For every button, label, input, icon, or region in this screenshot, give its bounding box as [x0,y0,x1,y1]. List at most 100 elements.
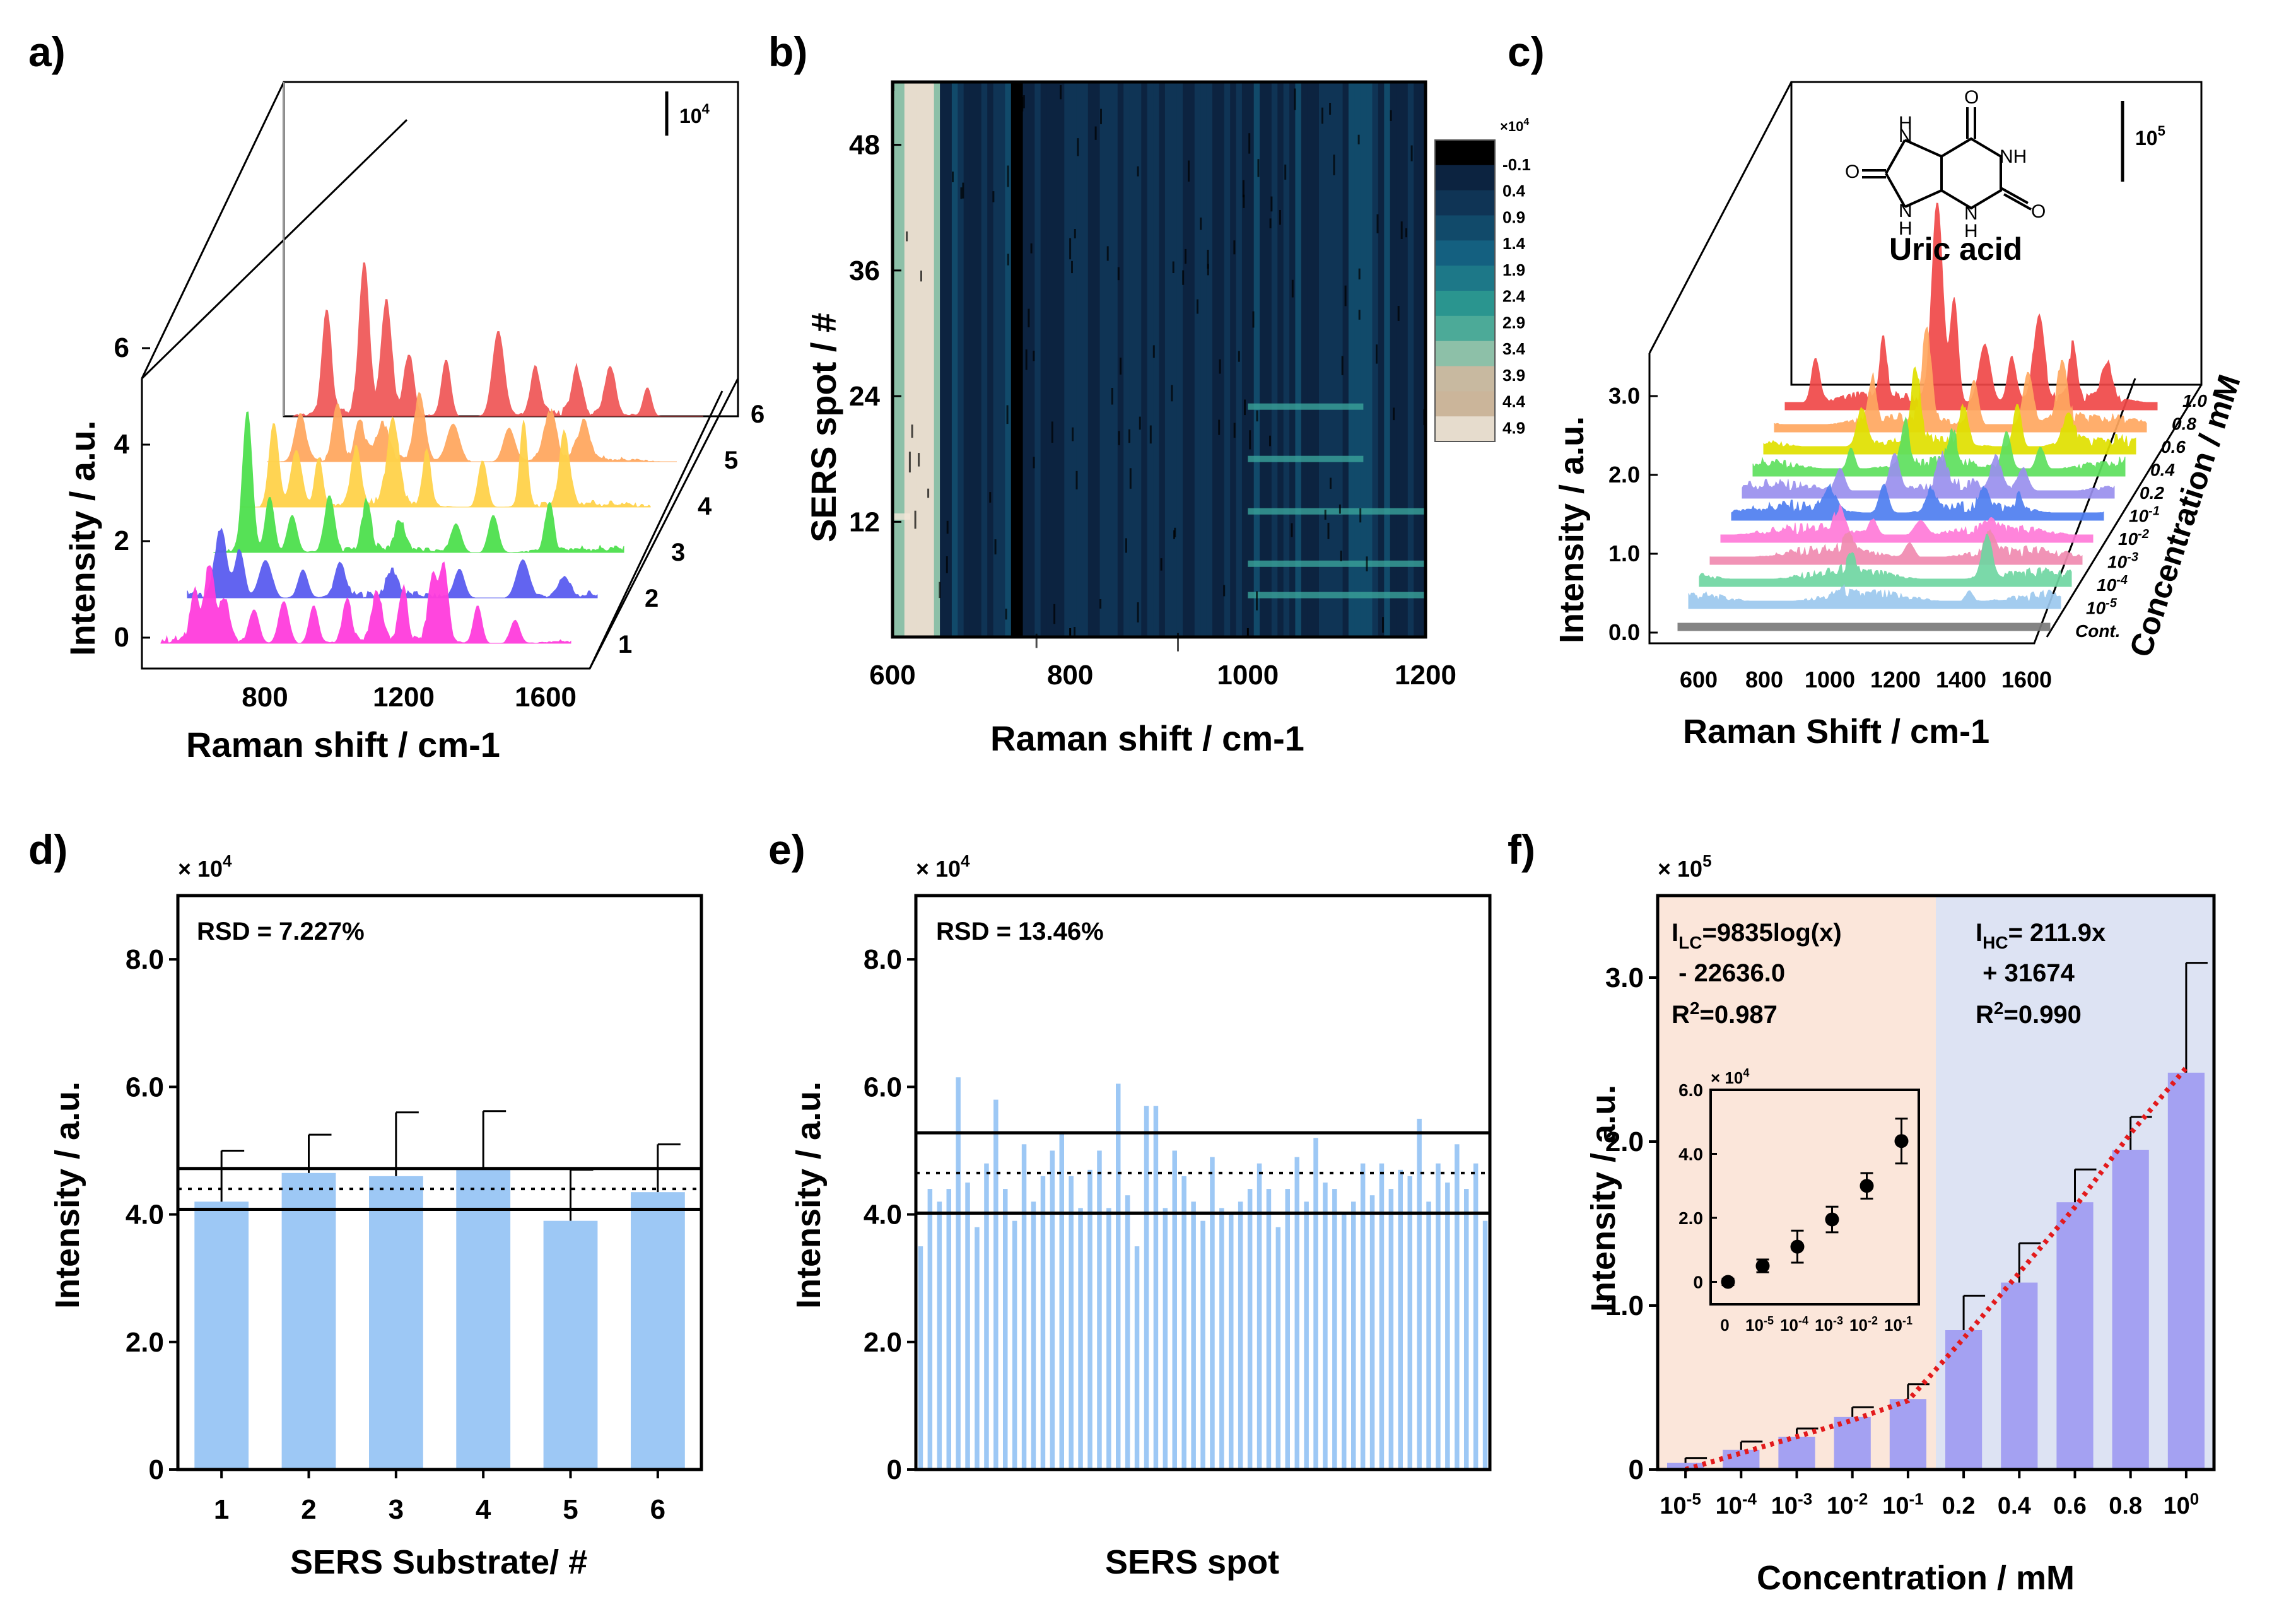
axis-c-backwall [1790,81,2203,386]
heat-speck [1071,260,1073,274]
bar-4 [956,1077,961,1470]
bar-21 [1116,1084,1121,1470]
heat-column [993,82,1000,637]
c-ztick-1.0: 1.0 [2182,391,2207,411]
heat-speck [1219,359,1221,374]
panel-c-x-ticks: 600 800 1000 1200 1400 1600 [1680,667,2052,692]
colorbar-swatch [1435,341,1495,366]
heat-speck [1397,306,1400,321]
heat-speck [1243,194,1245,208]
axis-c-frame [1648,353,2136,645]
heat-column [999,82,1006,637]
b-xtick-1000: 1000 [1217,660,1279,691]
heat-column [1265,82,1272,637]
heat-column [1176,82,1183,637]
bar-38 [1275,1227,1281,1470]
bar-57 [1455,1144,1460,1470]
ytick-0: 0 [149,1454,164,1485]
heat-speck [1279,210,1281,225]
spectrum-a-6 [292,262,703,417]
heat-speck [994,539,997,555]
a-ztick-5: 5 [724,447,738,474]
heat-column [1271,82,1279,637]
heat-speck [946,520,949,534]
bar-58 [1464,1189,1469,1470]
panel-a-x-ticks: 800 1200 1600 [242,682,577,713]
panel-f-ylabel: Intensity / a.u. [1584,1085,1622,1312]
bar-12 [1031,1201,1036,1470]
heat-speck [1358,268,1361,280]
b-ytick-12: 12 [849,506,880,537]
panel-f-xlabel: Concentration / mM [1757,1559,2075,1597]
heat-column [1141,82,1148,637]
inset-point-0 [1721,1275,1735,1289]
bar-56 [1445,1183,1450,1470]
heat-streak [1248,560,1426,567]
ytick-2.0: 2.0 [864,1327,902,1358]
heat-column [1135,82,1142,637]
bar-23 [1134,1246,1140,1470]
f-plot-frame [1656,894,2216,1471]
heat-speck [1218,419,1221,435]
panel-c-ylabel: Intensity / a.u. [1553,416,1591,643]
lc-eq-i: I [1672,919,1678,947]
heat-streak [893,513,911,520]
heat-column [1366,82,1373,637]
heat-speck [946,556,948,573]
heat-speck [1284,164,1287,180]
f-bar-2 [1778,1437,1815,1470]
heat-column [1106,82,1113,637]
heat-speck [1128,429,1130,443]
f-ytick-2.0: 2.0 [1605,1126,1644,1157]
heat-streak [1248,403,1364,410]
heat-speck [1099,599,1102,609]
heat-column [934,82,940,637]
heat-column [1111,82,1118,637]
bar-29 [1191,1201,1196,1470]
lc-r2-sup: 2 [1690,998,1700,1018]
heat-speck [1197,299,1198,314]
heat-speck [1270,196,1273,212]
heat-speck [920,271,922,282]
bar-1 [281,1172,336,1470]
bar-37 [1266,1189,1272,1470]
panel-b-y-ticks: 12 24 36 48 [849,130,901,537]
lc-r2: R [1672,1001,1690,1029]
heat-speck [1390,110,1392,121]
heat-speck [1075,470,1078,490]
inset-ytick-4.0: 4.0 [1678,1144,1703,1164]
heat-speck [1252,311,1255,328]
heat-speck [1324,510,1327,520]
colorbar-label-2.4: 2.4 [1502,287,1526,306]
svg-text:104: 104 [679,101,710,127]
axis-c-rightdiag [2046,384,2203,638]
bar-45 [1342,1214,1347,1470]
heat-column [1354,82,1361,637]
panel-a-label: a) [28,28,66,75]
bar-13 [1040,1176,1046,1470]
colorbar-label-3.9: 3.9 [1502,366,1525,385]
heat-column [898,82,905,637]
f-xtick-0.8: 0.8 [2109,1493,2142,1519]
axis-a-backwall [283,81,739,418]
bar-43 [1323,1183,1328,1470]
heat-column [1194,82,1201,637]
a-ytick-4: 4 [114,429,130,460]
c-ytick-1.0: 1.0 [1608,541,1640,566]
colorbar-swatch [1435,266,1495,291]
ytick-4.0: 4.0 [126,1200,164,1230]
heat-column [1094,82,1101,637]
heat-column [1183,82,1190,637]
heat-column [1164,82,1172,637]
bar-8 [993,1099,999,1470]
panel-f-y-unit: × 10 [1658,856,1702,882]
heat-speck [1174,527,1176,537]
svg-text:N: N [1964,203,1978,224]
panel-e-label: e) [768,826,805,873]
heat-speck [1233,240,1236,255]
bar-6 [975,1227,980,1470]
heat-column [1307,82,1314,637]
panel-e-y-unit-exp: 4 [961,851,970,870]
heat-column [1419,82,1426,637]
